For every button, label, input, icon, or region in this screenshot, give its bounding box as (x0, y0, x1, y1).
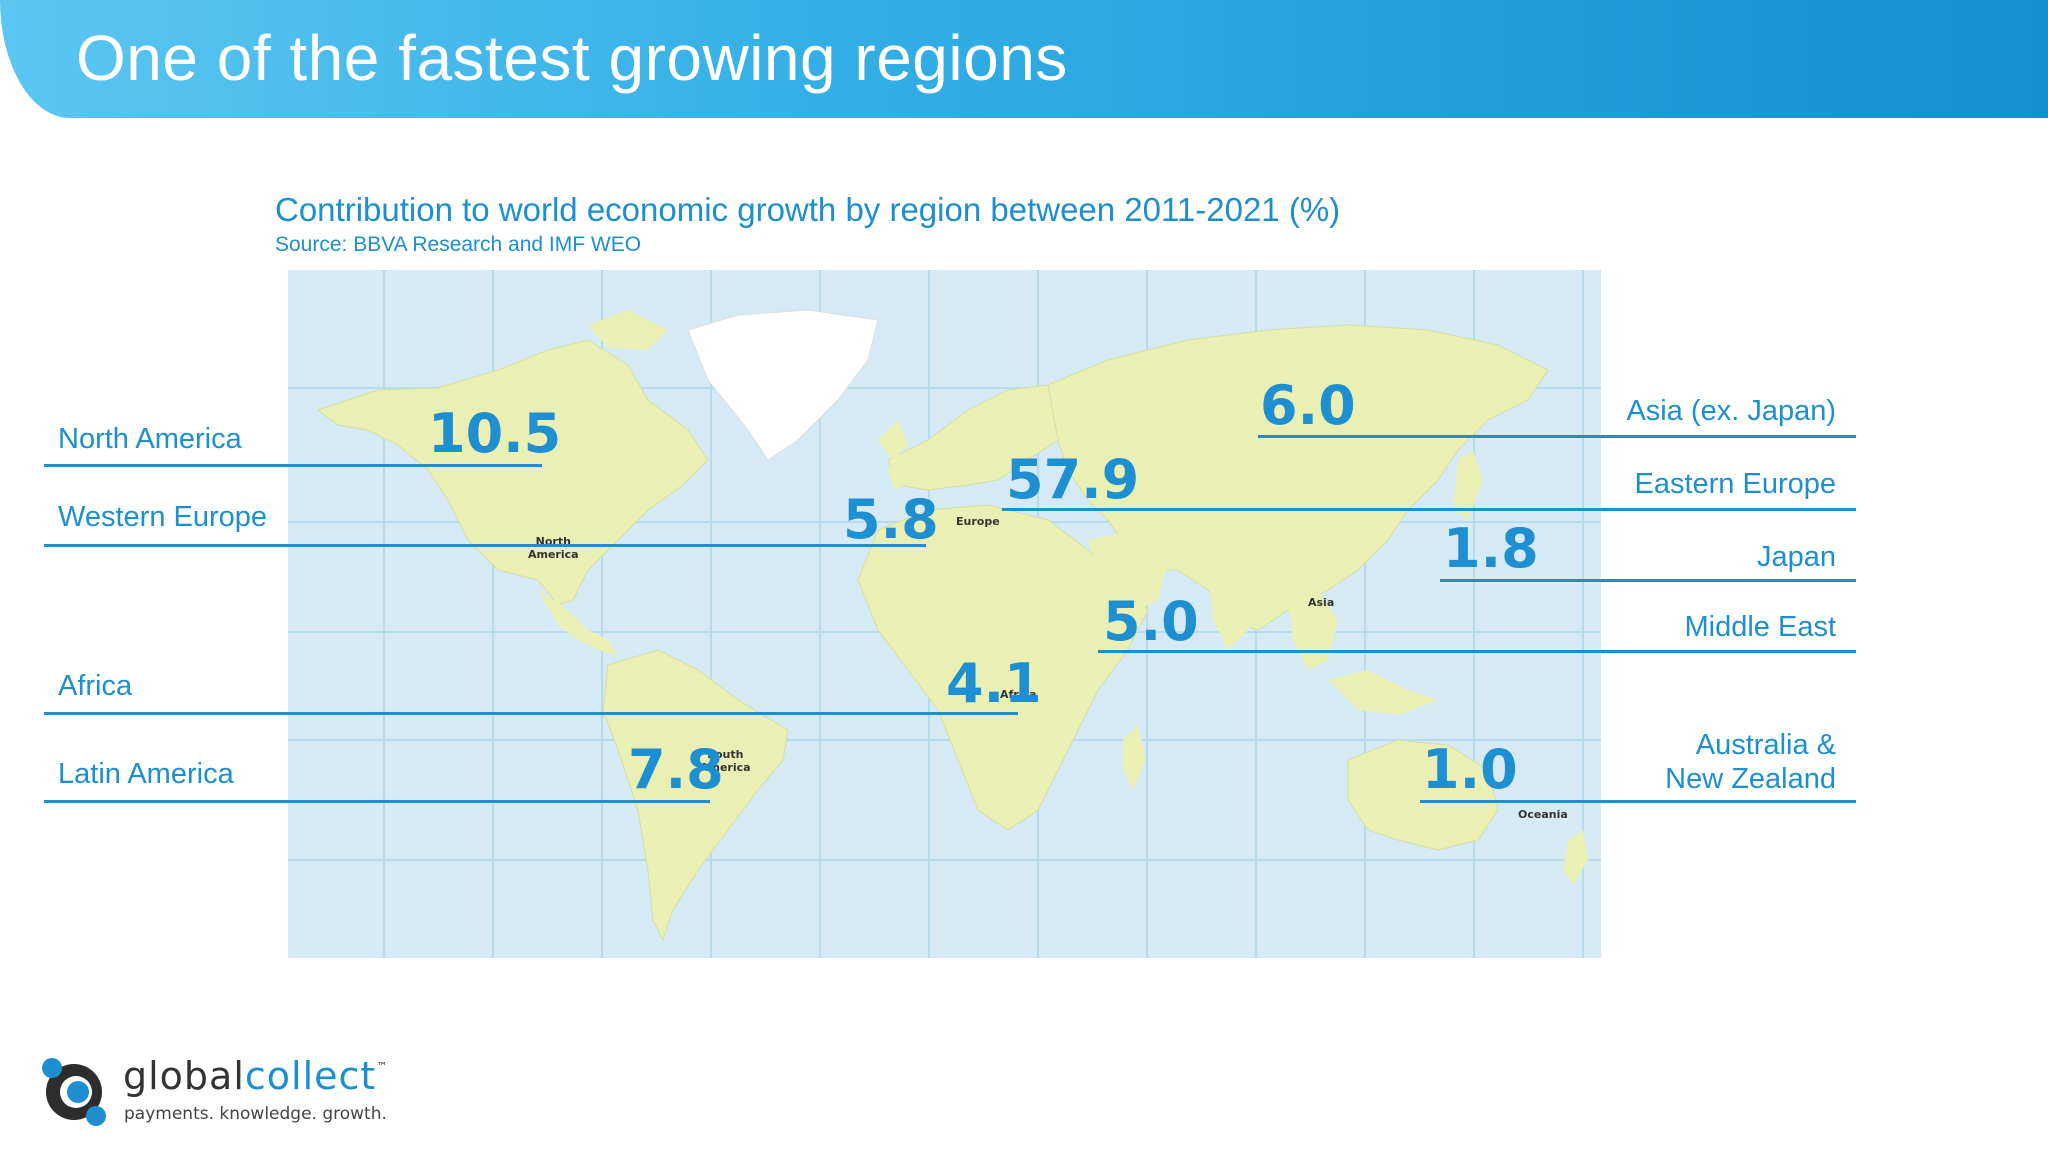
map-label-south-america: South America (700, 748, 751, 774)
region-value-australia-nz: 1.0 (1422, 738, 1518, 801)
map-label-europe: Europe (956, 515, 1000, 528)
leader-line-eastern-europe (1002, 508, 1856, 511)
logo-wordmark-global: global (123, 1054, 245, 1098)
region-value-latin-america: 7.8 (628, 738, 724, 801)
region-label-western-europe: Western Europe (58, 501, 268, 533)
region-label-japan: Japan (1756, 541, 1836, 573)
map-label-asia: Asia (1308, 596, 1335, 609)
logo-wordmark-collect: collect (244, 1054, 377, 1098)
leader-line-africa (44, 712, 1018, 715)
title-bar: One of the fastest growing regions (0, 0, 2048, 118)
leader-line-middle-east (1098, 650, 1856, 653)
logo-tagline: payments. knowledge. growth. (124, 1104, 387, 1124)
world-map-graphic (288, 270, 1601, 958)
leader-line-australia-nz (1420, 800, 1856, 803)
region-value-japan: 1.8 (1443, 517, 1539, 580)
page-title: One of the fastest growing regions (76, 22, 1068, 94)
region-value-middle-east: 5.0 (1103, 590, 1199, 653)
region-value-africa: 4.1 (946, 652, 1042, 715)
world-map: North America Europe Asia Africa South A… (288, 270, 1601, 958)
leader-line-latin-america (44, 800, 710, 803)
region-label-middle-east: Middle East (1684, 611, 1836, 643)
leader-line-asia (1258, 435, 1856, 438)
region-value-asia: 6.0 (1260, 374, 1356, 437)
region-value-western-europe: 5.8 (843, 488, 939, 551)
leader-line-north-america (44, 464, 542, 467)
logo-wordmark: globalcollect™ (123, 1054, 388, 1098)
region-label-north-america: North America (58, 423, 242, 455)
map-label-africa: Africa (1000, 688, 1037, 701)
region-value-eastern-europe: 57.9 (1006, 448, 1140, 511)
region-label-africa: Africa (58, 670, 133, 702)
region-value-north-america: 10.5 (428, 402, 562, 465)
region-label-eastern-europe: Eastern Europe (1634, 468, 1836, 500)
leader-line-japan (1440, 579, 1856, 582)
leader-line-western-europe (44, 544, 926, 547)
chart-subtitle: Contribution to world economic growth by… (275, 191, 1341, 228)
map-label-oceania: Oceania (1518, 808, 1568, 821)
region-label-asia: Asia (ex. Japan) (1626, 395, 1836, 427)
map-label-north-america: North America (528, 535, 579, 561)
region-label-australia-nz: Australia & New Zealand (1665, 729, 1836, 795)
region-label-latin-america: Latin America (58, 758, 234, 790)
logo-mark-icon (42, 1058, 106, 1126)
chart-source: Source: BBVA Research and IMF WEO (275, 233, 642, 256)
globalcollect-logo: globalcollect™ payments. knowledge. grow… (38, 1052, 418, 1132)
logo-trademark: ™ (376, 1060, 389, 1073)
